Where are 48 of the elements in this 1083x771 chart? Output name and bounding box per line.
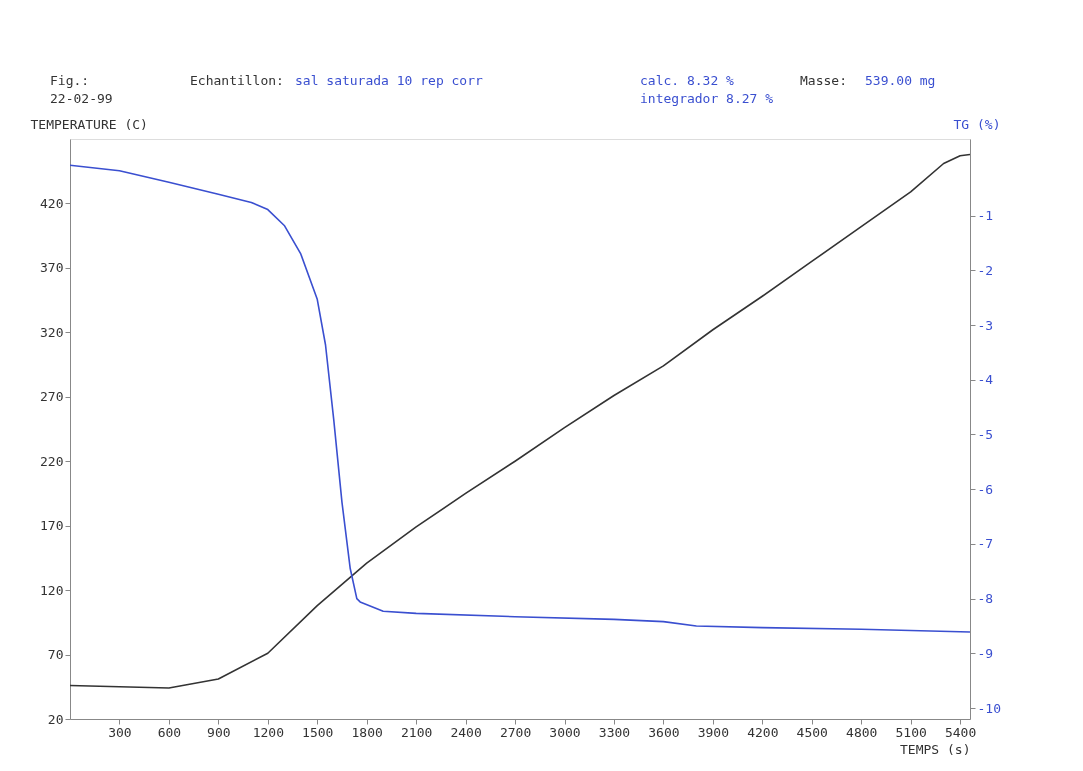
x-tick-label: 3600 bbox=[648, 724, 680, 740]
x-tick-label: 1800 bbox=[351, 724, 383, 740]
x-tick-label: 3900 bbox=[697, 724, 730, 740]
x-tick-label: 900 bbox=[207, 724, 231, 740]
x-tick-label: 5400 bbox=[944, 724, 977, 740]
y2-tick-label: -3 bbox=[977, 317, 994, 333]
x-tick-label: 2700 bbox=[499, 724, 532, 740]
y2-tick-label: -7 bbox=[977, 536, 994, 552]
y-tick-label: 420 bbox=[40, 195, 64, 211]
text: Fig.: bbox=[50, 73, 90, 88]
x-tick-label: 1200 bbox=[252, 724, 284, 740]
y-tick-label: 170 bbox=[40, 518, 64, 534]
y2-tick-label: -8 bbox=[977, 591, 994, 607]
y-axis-title: TEMPERATURE (C) bbox=[30, 116, 148, 132]
text: calc. 8.32 % bbox=[640, 73, 735, 88]
x-tick-label: 5100 bbox=[895, 724, 927, 740]
y-tick-label: 220 bbox=[40, 453, 64, 469]
text: Masse: bbox=[800, 73, 847, 88]
x-tick-label: 600 bbox=[157, 724, 182, 740]
y-tick-label: 370 bbox=[40, 260, 64, 276]
x-tick-label: 3300 bbox=[598, 724, 631, 740]
x-tick-label: 2400 bbox=[450, 724, 482, 740]
y2-tick-label: -2 bbox=[977, 262, 994, 278]
y2-tick-label: -10 bbox=[977, 700, 1001, 716]
y2-tick-label: -1 bbox=[977, 208, 994, 224]
x-tick-label: 2100 bbox=[401, 724, 433, 740]
x-tick-label: 4500 bbox=[796, 724, 828, 740]
y2-tick-label: -6 bbox=[977, 481, 994, 497]
x-tick-label: 4800 bbox=[846, 724, 878, 740]
x-tick-label: 1500 bbox=[302, 724, 334, 740]
text: sal saturada 10 rep corr bbox=[295, 73, 484, 88]
y2-tick-label: -9 bbox=[977, 645, 994, 661]
text: 539.00 mg bbox=[865, 73, 936, 88]
y2-tick-label: -4 bbox=[977, 372, 994, 388]
x-tick-label: 300 bbox=[108, 724, 132, 740]
y2-axis-title: TG (%) bbox=[953, 116, 1001, 132]
x-tick-label: 4200 bbox=[747, 724, 779, 740]
y-tick-label: 270 bbox=[40, 389, 64, 405]
x-axis-title: TEMPS (s) bbox=[900, 741, 971, 757]
y-tick-label: 20 bbox=[47, 711, 64, 727]
x-tick-label: 3000 bbox=[549, 724, 581, 740]
y2-tick-label: -5 bbox=[977, 426, 994, 442]
y-tick-label: 320 bbox=[40, 324, 64, 340]
y-tick-label: 120 bbox=[40, 582, 64, 598]
y-tick-label: 70 bbox=[47, 647, 64, 663]
text: integrador 8.27 % bbox=[640, 91, 774, 106]
text: 22-02-99 bbox=[50, 91, 113, 106]
text: Echantillon: bbox=[190, 73, 284, 88]
